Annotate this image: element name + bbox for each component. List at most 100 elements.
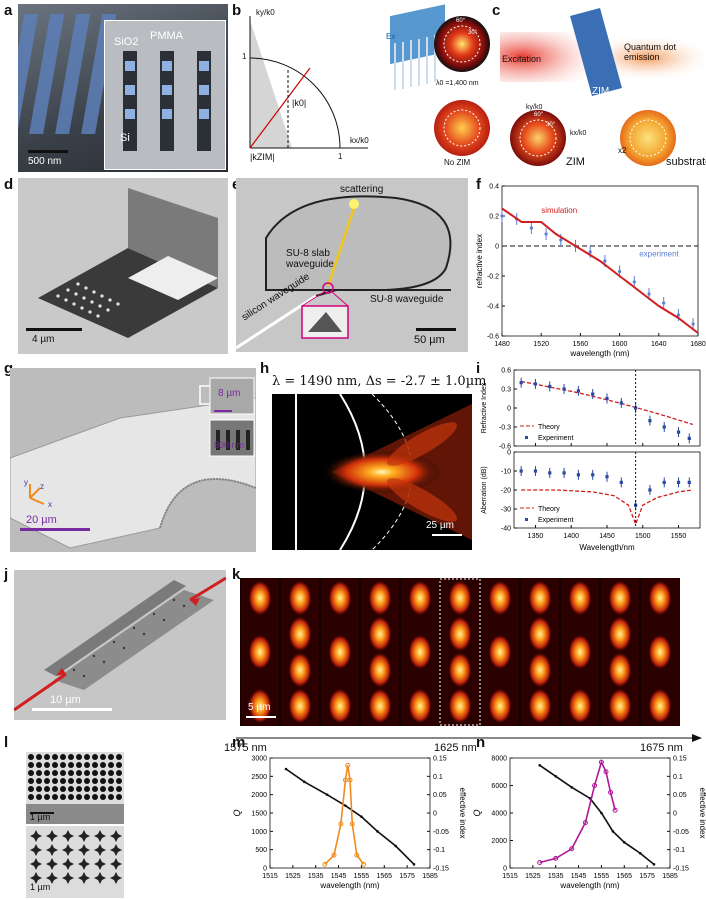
ytick-label-f-3: -0.2 [487,274,499,281]
sem-image-l-bottom: 1 µm [26,826,124,898]
xtick-label-n-1: 1525 [525,873,541,880]
l-star-0-2 [62,830,74,842]
exp-point-f-9 [632,280,636,284]
l-star-3-4 [94,872,106,884]
k-mode-lobe-1-2 [288,652,312,688]
label-kx-c: kx/k0 [570,130,587,137]
scalebar-g-8 [214,410,232,412]
k-mode-lobe-9-1 [608,616,632,652]
ytick2-label-m-2: 0.05 [433,792,447,799]
ytick-label-i-top-0: 0.6 [501,368,511,375]
label-su8-waveguide: SU-8 waveguide [370,294,444,305]
xtick-label-i-bot-0: 1350 [528,533,544,540]
l-hole-3-10 [108,778,114,784]
k-mode-lobe-1-3 [288,688,312,724]
l-hole-1-5 [68,762,74,768]
exp-point-f-13 [691,322,695,326]
xtick-label-f-1: 1520 [533,341,549,348]
label-ky-b: ky/k0 [256,8,275,17]
ylabel-i-bot: Aberration (dB) [481,466,488,513]
exp-point-i-top-11 [676,430,681,434]
l-hole-1-2 [44,762,50,768]
l-hole-5-6 [76,794,82,800]
k-mode-lobe-0-0 [248,580,272,616]
l-hole-0-8 [92,754,98,760]
ytick2-label-m-4: -0.05 [433,829,449,836]
ytick2-label-m-1: 0.1 [433,774,443,781]
l-star-3-5 [110,872,122,884]
ytick2-label-n-6: -0.15 [673,866,689,873]
l-hole-2-3 [52,770,58,776]
xtick-label-m-1: 1525 [285,873,301,880]
ytick-label-n-2: 4000 [491,811,507,818]
q-point-n-2 [569,846,575,852]
l-hole-0-7 [84,754,90,760]
panel-label-b: b [232,2,242,19]
ytick2-label-m-6: -0.15 [433,866,449,873]
l-hole-5-1 [36,794,42,800]
l-hole-1-10 [108,762,114,768]
ytick-label-f-0: 0.4 [489,184,499,191]
xtick-label-i-bot-1: 1400 [563,533,579,540]
xtick-label-m-6: 1575 [399,873,415,880]
ytick-label-f-4: -0.4 [487,304,499,311]
ylabel-f: refractive index [475,234,484,288]
sem-image-a: SiO2 PMMA Si 500 nm [18,4,228,172]
k-mode-lobe-2-0 [328,580,352,616]
ytick-label-m-0: 0 [263,866,267,873]
scalebar-h [432,534,462,536]
l-hole-0-1 [36,754,42,760]
ytick2-label-m-5: -0.1 [433,847,445,854]
l-hole-3-3 [52,778,58,784]
exp-point-i-top-6 [605,396,609,401]
q-point-n-0 [537,860,543,865]
l-hole-4-2 [44,786,50,792]
l-hole-5-7 [84,794,90,800]
sem-pillars-a [18,14,117,134]
l-hole-4-0 [28,786,34,792]
scale-text-g-8: 8 µm [218,388,241,399]
exp-point-f-4 [559,238,563,242]
l-hole-2-7 [84,770,90,776]
ei-point-m-3 [344,804,347,807]
ytick2-label-n-1: 0.1 [673,774,683,781]
legend-theory-i-bot: Theory [538,506,560,513]
ylabel2-m: effective index [458,788,467,839]
exp-point-f-10 [647,292,651,296]
sim-line-f [501,207,699,334]
scale-text-a: 500 nm [28,156,62,167]
intensity-map-h: 25 µm [272,394,472,550]
label-kzim: |kZIM| [250,152,275,162]
l-hole-2-11 [116,770,122,776]
k-mode-lobe-10-2 [648,688,672,724]
k-mode-lobe-9-3 [608,688,632,724]
ytick2-label-m-0: 0.15 [433,756,447,763]
k-mode-lobe-6-0 [488,580,512,616]
q-point-n-6 [603,769,609,775]
panel-label-h: h [260,360,270,377]
l-hole-4-11 [116,786,122,792]
panel-label-i: i [476,360,481,377]
l-hole-0-0 [28,754,34,760]
ytick2-label-n-5: -0.1 [673,847,685,854]
ytick-label-m-3: 1500 [251,811,267,818]
chart-n: 1515 1525 1535 1545 1555 1565 1575 1585 0 2000 400… [472,756,706,891]
panel-label-n: n [476,734,486,751]
l-hole-0-4 [60,754,66,760]
l-hole-0-11 [116,754,122,760]
l-hole-4-8 [92,786,98,792]
ytick-label-m-5: 2500 [251,774,267,781]
exp-point-i-top-4 [576,389,580,393]
l-hole-3-5 [68,778,74,784]
panel-label-l: l [4,734,9,751]
k-mode-lobe-5-1 [448,616,472,652]
ytick-label-i-top-2: 0 [507,406,511,413]
q-point-n-7 [608,789,614,795]
k-mode-lobe-5-3 [448,688,472,724]
q-point-m-2 [338,821,344,827]
l-hole-0-2 [44,754,50,760]
label-excitation: Excitation [502,54,542,64]
dispersion-diagram [249,4,490,156]
panel-label-c: c [492,2,501,19]
panel-label-k: k [232,566,241,583]
